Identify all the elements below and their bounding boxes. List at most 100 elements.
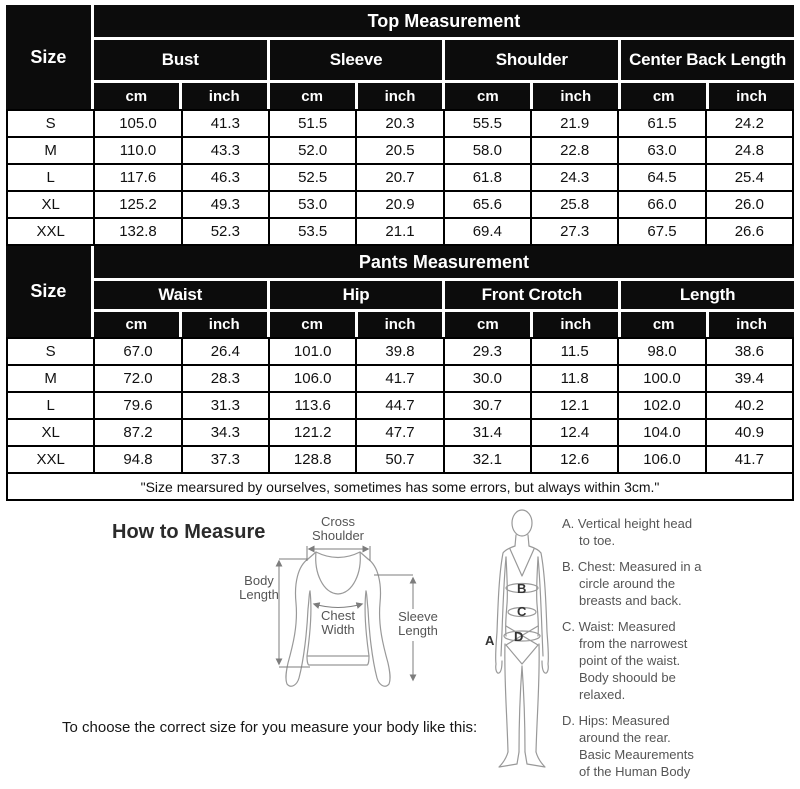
size-row-label: S bbox=[8, 111, 94, 136]
measurement-cell: 40.2 bbox=[706, 393, 792, 418]
chest-width-arrow bbox=[312, 602, 364, 609]
measurement-cell: 47.7 bbox=[357, 420, 443, 445]
measurement-cell: 21.9 bbox=[532, 111, 618, 136]
pants-measurement-header: Size Pants Measurement Waist Hip Front C… bbox=[6, 246, 794, 337]
measurement-cell: 30.0 bbox=[444, 366, 530, 391]
measurement-cell: 102.0 bbox=[619, 393, 705, 418]
instruction-hips: D. Hips: Measured around the rear. Basic… bbox=[562, 713, 694, 779]
measurement-cell: 31.3 bbox=[182, 393, 268, 418]
measurement-cell: 25.4 bbox=[706, 165, 792, 190]
measurement-cell: 40.9 bbox=[706, 420, 792, 445]
measurement-cell: 106.0 bbox=[270, 366, 356, 391]
measurement-cell: 34.3 bbox=[182, 420, 268, 445]
column-group-hip: Hip bbox=[269, 281, 443, 309]
measurement-cell: 20.5 bbox=[357, 138, 443, 163]
measurement-cell: 39.4 bbox=[706, 366, 792, 391]
size-row-label: XXL bbox=[8, 219, 94, 244]
measurement-cell: 24.2 bbox=[706, 111, 792, 136]
measurement-cell: 29.3 bbox=[444, 339, 530, 364]
instruction-waist: C. Waist: Measured from the narrowest po… bbox=[562, 619, 688, 702]
size-row-label: L bbox=[8, 393, 94, 418]
measurement-cell: 38.6 bbox=[706, 339, 792, 364]
unit-header-cm: cm bbox=[621, 312, 707, 337]
choose-size-text: To choose the correct size for you measu… bbox=[62, 719, 478, 736]
measurement-cell: 26.6 bbox=[706, 219, 792, 244]
top-measurement-table: Size Top Measurement Bust Sleeve Shoulde… bbox=[6, 5, 794, 246]
measurement-cell: 67.0 bbox=[95, 339, 181, 364]
measurement-cell: 98.0 bbox=[619, 339, 705, 364]
measurement-disclaimer: "Size mearsured by ourselves, sometimes … bbox=[8, 474, 792, 499]
measurement-cell: 21.1 bbox=[357, 219, 443, 244]
measurement-cell: 24.8 bbox=[706, 138, 792, 163]
size-row-label: XL bbox=[8, 192, 94, 217]
measurement-cell: 26.0 bbox=[706, 192, 792, 217]
measurement-cell: 79.6 bbox=[95, 393, 181, 418]
table-title: Top Measurement bbox=[93, 5, 794, 37]
unit-header-inch: inch bbox=[181, 312, 267, 337]
size-row-label: S bbox=[8, 339, 94, 364]
measurement-cell: 113.6 bbox=[270, 393, 356, 418]
measurement-cell: 58.0 bbox=[444, 138, 530, 163]
shirt-outline bbox=[285, 551, 391, 687]
measurement-cell: 67.5 bbox=[619, 219, 705, 244]
body-length-label: Body bbox=[244, 573, 274, 588]
measurement-cell: 52.3 bbox=[182, 219, 268, 244]
measurement-cell: 12.6 bbox=[532, 447, 618, 472]
top-measurement-header: Size Top Measurement Bust Sleeve Shoulde… bbox=[6, 5, 794, 109]
measurement-cell: 41.3 bbox=[182, 111, 268, 136]
chest-width-label: Chest bbox=[321, 608, 355, 623]
measurement-cell: 41.7 bbox=[357, 366, 443, 391]
unit-header-cm: cm bbox=[621, 83, 707, 109]
body-figure-diagram: A B C D bbox=[485, 509, 550, 768]
cross-shoulder-label: Cross bbox=[321, 514, 355, 529]
unit-header-inch: inch bbox=[533, 312, 619, 337]
measurement-cell: 117.6 bbox=[95, 165, 181, 190]
measurement-cell: 128.8 bbox=[270, 447, 356, 472]
unit-header-cm: cm bbox=[445, 83, 531, 109]
size-row-label: L bbox=[8, 165, 94, 190]
measurement-cell: 94.8 bbox=[95, 447, 181, 472]
measurement-cell: 61.8 bbox=[444, 165, 530, 190]
measurement-cell: 46.3 bbox=[182, 165, 268, 190]
measurement-cell: 30.7 bbox=[444, 393, 530, 418]
measurement-cell: 37.3 bbox=[182, 447, 268, 472]
size-column-header: Size bbox=[6, 246, 91, 337]
measurement-cell: 49.3 bbox=[182, 192, 268, 217]
measurement-cell: 55.5 bbox=[444, 111, 530, 136]
measurement-cell: 41.7 bbox=[706, 447, 792, 472]
column-group-sleeve: Sleeve bbox=[269, 40, 443, 80]
unit-header-inch: inch bbox=[709, 83, 794, 109]
measure-instructions: A. Vertical height head to toe. B. Chest… bbox=[562, 515, 727, 789]
shirt-measure-diagram: Cross Shoulder Body Length Chest Width S… bbox=[239, 514, 438, 687]
measurement-cell: 20.9 bbox=[357, 192, 443, 217]
measurement-cell: 63.0 bbox=[619, 138, 705, 163]
table-title: Pants Measurement bbox=[93, 246, 794, 278]
measurement-cell: 53.5 bbox=[270, 219, 356, 244]
sleeve-length-label: Length bbox=[398, 623, 438, 638]
pants-measurement-table: Size Pants Measurement Waist Hip Front C… bbox=[6, 246, 794, 501]
measurement-cell: 105.0 bbox=[95, 111, 181, 136]
measurement-cell: 51.5 bbox=[270, 111, 356, 136]
measurement-cell: 69.4 bbox=[444, 219, 530, 244]
measurement-cell: 64.5 bbox=[619, 165, 705, 190]
unit-header-inch: inch bbox=[709, 312, 794, 337]
measurement-cell: 100.0 bbox=[619, 366, 705, 391]
column-group-bust: Bust bbox=[93, 40, 267, 80]
measurement-cell: 11.8 bbox=[532, 366, 618, 391]
how-to-measure-title: How to Measure bbox=[112, 521, 266, 543]
measurement-cell: 12.1 bbox=[532, 393, 618, 418]
measurement-cell: 66.0 bbox=[619, 192, 705, 217]
unit-header-inch: inch bbox=[181, 83, 267, 109]
unit-header-inch: inch bbox=[357, 83, 443, 109]
measurement-cell: 11.5 bbox=[532, 339, 618, 364]
how-to-measure-section: How to Measure bbox=[0, 501, 800, 789]
measurement-cell: 24.3 bbox=[532, 165, 618, 190]
size-row-label: M bbox=[8, 138, 94, 163]
chest-width-label: Width bbox=[321, 622, 354, 637]
measurement-cell: 125.2 bbox=[95, 192, 181, 217]
figure-label-d: D bbox=[514, 629, 523, 644]
instruction-height: A. Vertical height head to toe. bbox=[562, 516, 693, 548]
pants-measurement-body: S 67.0 26.4 101.0 39.8 29.3 11.5 98.0 38… bbox=[6, 337, 794, 501]
measurement-cell: 65.6 bbox=[444, 192, 530, 217]
